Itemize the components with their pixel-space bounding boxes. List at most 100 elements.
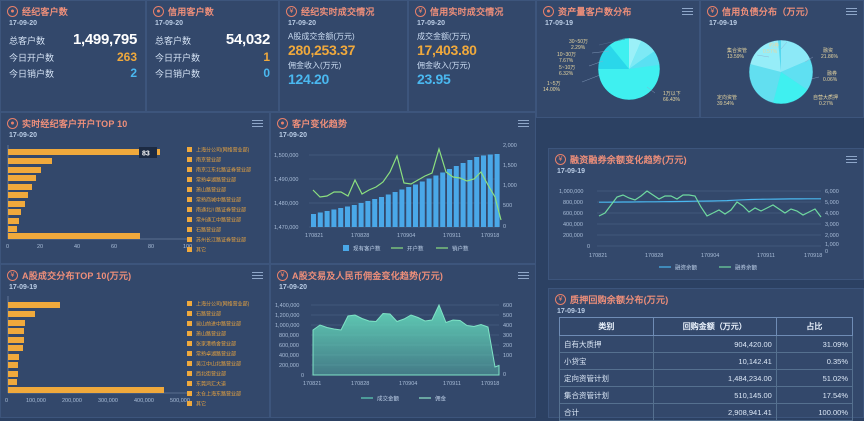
person-icon: ● bbox=[7, 6, 18, 17]
panel-menu-icon[interactable] bbox=[682, 8, 693, 15]
panel-header: ● 客户变化趋势 bbox=[271, 113, 535, 132]
panel-menu-icon[interactable] bbox=[252, 120, 263, 127]
kpi-label: 今日开户数 bbox=[9, 53, 55, 63]
svg-text:0: 0 bbox=[301, 373, 304, 379]
svg-text:400,000: 400,000 bbox=[134, 398, 154, 404]
legend-label[interactable]: 佣金 bbox=[435, 395, 447, 403]
astock-trend-chart: 1,400,000 1,200,000 1,000,000 800,000 60… bbox=[275, 303, 512, 403]
asset-pie-chart: 30~50万 2.29% 10~30万 7.67% 5~10万 6.32% 1~… bbox=[543, 37, 681, 103]
panel-header: ¥ 信用实时成交情况 bbox=[409, 1, 535, 20]
svg-text:常熟卓湖路营业部: 常熟卓湖路营业部 bbox=[196, 351, 236, 358]
panel-title: 实时经纪客户开户TOP 10 bbox=[22, 119, 128, 129]
svg-text:1,490,000: 1,490,000 bbox=[274, 177, 298, 183]
pledge-repo-table: 类别 回购金额（万元） 占比 自有大质押 904,420.00 31.09% 小… bbox=[559, 317, 854, 421]
svg-text:170821: 170821 bbox=[589, 253, 607, 259]
svg-text:170821: 170821 bbox=[303, 381, 321, 387]
yuan-icon: ¥ bbox=[415, 6, 426, 17]
legend: 成交金额 佣金 bbox=[361, 395, 447, 403]
svg-text:其它: 其它 bbox=[196, 401, 206, 408]
table-row: 自有大质押 904,420.00 31.09% bbox=[559, 335, 854, 353]
bar bbox=[8, 184, 32, 190]
svg-text:1,000,000: 1,000,000 bbox=[559, 189, 583, 195]
y-axis-left: 1,400,000 1,200,000 1,000,000 800,000 60… bbox=[275, 303, 304, 379]
x-axis: 0 100,000 200,000 300,000 400,000 500,00… bbox=[5, 398, 190, 404]
cell-percent: 17.54% bbox=[775, 386, 854, 404]
bar bbox=[8, 337, 24, 343]
legend-label[interactable]: 融券余额 bbox=[735, 264, 758, 272]
svg-text:500: 500 bbox=[503, 203, 512, 209]
pie-slice-label: 1~5万 bbox=[547, 81, 560, 87]
bar bbox=[8, 379, 17, 385]
panel-menu-icon[interactable] bbox=[518, 272, 529, 279]
svg-text:170828: 170828 bbox=[351, 381, 369, 387]
bars bbox=[311, 154, 500, 227]
svg-text:0: 0 bbox=[6, 244, 9, 250]
pie-slice-value: 66.43% bbox=[663, 97, 681, 103]
legend-label[interactable]: 现有客户数 bbox=[353, 245, 381, 253]
pie-slice-label: 自营大质押 bbox=[813, 94, 838, 101]
svg-text:100: 100 bbox=[503, 353, 512, 359]
svg-text:1,480,000: 1,480,000 bbox=[274, 201, 298, 207]
yuan-icon: ¥ bbox=[277, 270, 288, 281]
bar bbox=[8, 311, 35, 317]
panel-menu-icon[interactable] bbox=[846, 8, 857, 15]
legend: 融资余额 融券余额 bbox=[659, 264, 758, 272]
panel-date: 17-09-19 bbox=[9, 284, 38, 291]
table-header-row: 类别 回购金额（万元） 占比 bbox=[559, 317, 854, 336]
kpi-value: 23.95 bbox=[417, 71, 451, 87]
bar bbox=[8, 158, 52, 164]
panel-astock-trend: ¥ A股交易及人民币佣金变化趋势(万元) 17-09-20 bbox=[270, 264, 536, 418]
table-container: 类别 回购金额（万元） 占比 自有大质押 904,420.00 31.09% 小… bbox=[549, 315, 863, 421]
legend-label[interactable]: 成交金额 bbox=[377, 395, 400, 403]
panel-title: 资产量客户数分布 bbox=[558, 7, 632, 17]
legend-label[interactable]: 销户数 bbox=[452, 245, 469, 253]
cell-amount: 904,420.00 bbox=[652, 335, 777, 353]
pie-slice-label: 10~30万 bbox=[557, 52, 576, 58]
bar bbox=[8, 175, 36, 181]
svg-text:170828: 170828 bbox=[645, 253, 663, 259]
panel-margin-trend: ¥ 融资融券余额变化趋势(万元) 17-09-19 1,000,000 800,… bbox=[548, 148, 864, 280]
legend-label[interactable]: 融资余额 bbox=[675, 264, 698, 272]
cell-category: 定向资管计划 bbox=[559, 369, 654, 387]
pie-slice-value: 0.27% bbox=[819, 101, 834, 107]
kpi-row: 今日销户数 0 bbox=[155, 65, 270, 81]
yuan-icon: ¥ bbox=[555, 294, 566, 305]
kpi-list: 总客户数 54,032 今日开户数 1 今日销户数 0 bbox=[147, 27, 278, 81]
panel-date: 17-09-20 bbox=[155, 20, 184, 27]
kpi-value: 0 bbox=[263, 66, 270, 80]
svg-text:南京江东北路证券营业部: 南京江东北路证券营业部 bbox=[196, 167, 251, 174]
pie-slice-value: 2.29% bbox=[571, 45, 586, 51]
kpi-label: 今日销户数 bbox=[9, 69, 55, 79]
legend-label[interactable]: 开户数 bbox=[407, 245, 424, 253]
svg-text:常熟商城中路营业部: 常熟商城中路营业部 bbox=[196, 197, 241, 204]
panel-title: 信用负债分布（万元） bbox=[722, 7, 815, 17]
svg-text:1,000,000: 1,000,000 bbox=[275, 323, 299, 329]
table-row-total: 合计 2,908,941.41 100.00% bbox=[559, 403, 854, 421]
svg-text:60: 60 bbox=[111, 244, 117, 250]
bar bbox=[8, 354, 19, 360]
y-axis-right: 2,000 1,500 1,000 500 0 bbox=[503, 143, 517, 230]
bar bbox=[8, 345, 23, 351]
kpi-value: 1 bbox=[263, 50, 270, 64]
yuan-icon: ¥ bbox=[286, 6, 297, 17]
panel-menu-icon[interactable] bbox=[252, 272, 263, 279]
kpi-label: 佣金收入(万元) bbox=[288, 61, 342, 70]
table-row: 集合资管计划 510,145.00 17.54% bbox=[559, 386, 854, 404]
panel-menu-icon[interactable] bbox=[846, 156, 857, 163]
kpi-label: 佣金收入(万元) bbox=[417, 61, 471, 70]
pie-slice-label: 定向资管 bbox=[717, 94, 737, 101]
panel-title: 经纪客户数 bbox=[22, 7, 69, 17]
panel-astock-top10: ¥ A股成交分布TOP 10(万元) 17-09-19 0 bbox=[0, 264, 270, 418]
column-header-category: 类别 bbox=[559, 317, 654, 336]
bar bbox=[8, 302, 60, 308]
svg-text:上海分公司(网络营业部): 上海分公司(网络营业部) bbox=[196, 301, 250, 308]
bar bbox=[8, 192, 28, 198]
panel-date: 17-09-20 bbox=[279, 284, 308, 291]
kpi-row: 今日开户数 263 bbox=[9, 49, 137, 65]
svg-text:1,500: 1,500 bbox=[503, 163, 517, 169]
panel-menu-icon[interactable] bbox=[518, 120, 529, 127]
bar bbox=[8, 233, 140, 239]
kpi-row: 总客户数 1,499,795 bbox=[9, 30, 137, 49]
svg-text:太仓上海东路营业部: 太仓上海东路营业部 bbox=[196, 391, 241, 398]
cell-amount: 510,145.00 bbox=[652, 386, 777, 404]
